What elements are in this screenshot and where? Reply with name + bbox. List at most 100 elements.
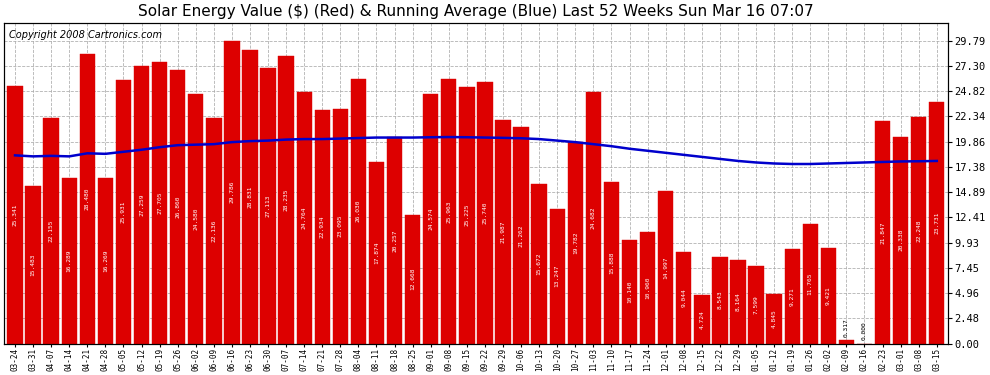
Text: 22.136: 22.136 xyxy=(211,220,217,242)
Bar xyxy=(224,40,240,344)
Text: 10.960: 10.960 xyxy=(645,276,650,299)
Text: 15.483: 15.483 xyxy=(31,254,36,276)
Text: 8.164: 8.164 xyxy=(736,292,741,311)
Text: 0.000: 0.000 xyxy=(862,322,867,340)
Text: 25.931: 25.931 xyxy=(121,200,126,223)
Text: 27.113: 27.113 xyxy=(265,194,270,217)
Text: 25.341: 25.341 xyxy=(13,203,18,226)
Bar xyxy=(911,117,927,344)
Text: 28.480: 28.480 xyxy=(85,188,90,210)
Text: 4.845: 4.845 xyxy=(771,309,776,328)
Bar xyxy=(567,142,583,344)
Bar xyxy=(333,109,348,344)
Bar xyxy=(243,50,257,344)
Text: 9.271: 9.271 xyxy=(790,287,795,306)
Text: 14.997: 14.997 xyxy=(663,256,668,279)
Bar xyxy=(748,266,763,344)
Bar xyxy=(459,87,474,344)
Text: 15.888: 15.888 xyxy=(609,252,614,274)
Bar xyxy=(586,93,601,344)
Bar xyxy=(640,232,655,344)
Title: Solar Energy Value ($) (Red) & Running Average (Blue) Last 52 Weeks Sun Mar 16 0: Solar Energy Value ($) (Red) & Running A… xyxy=(138,4,814,19)
Bar xyxy=(766,294,782,344)
Text: 16.289: 16.289 xyxy=(66,249,71,272)
Text: 21.987: 21.987 xyxy=(501,220,506,243)
Bar xyxy=(387,138,402,344)
Bar xyxy=(423,94,439,344)
Bar xyxy=(278,56,294,344)
Text: 23.095: 23.095 xyxy=(338,215,343,237)
Text: 26.860: 26.860 xyxy=(175,196,180,218)
Text: 15.672: 15.672 xyxy=(537,253,542,275)
Text: 27.259: 27.259 xyxy=(139,194,144,216)
Text: 23.731: 23.731 xyxy=(935,211,940,234)
Bar xyxy=(549,209,565,344)
Text: 19.782: 19.782 xyxy=(573,232,578,254)
Bar xyxy=(315,110,330,344)
Bar xyxy=(875,121,890,344)
Bar xyxy=(44,118,58,344)
Bar xyxy=(134,66,149,344)
Bar xyxy=(260,68,276,344)
Bar xyxy=(712,256,728,344)
Bar xyxy=(514,127,529,344)
Text: 11.765: 11.765 xyxy=(808,273,813,295)
Text: 24.574: 24.574 xyxy=(429,207,434,230)
Bar xyxy=(839,340,854,344)
Bar xyxy=(442,80,456,344)
Text: 12.668: 12.668 xyxy=(410,268,415,290)
Bar xyxy=(188,93,203,344)
Bar xyxy=(7,86,23,344)
Text: 21.262: 21.262 xyxy=(519,224,524,247)
Bar xyxy=(350,79,366,344)
Bar xyxy=(532,184,546,344)
Bar xyxy=(731,261,745,344)
Bar xyxy=(151,62,167,344)
Text: 0.317: 0.317 xyxy=(843,318,848,337)
Bar xyxy=(604,182,619,344)
Text: 27.705: 27.705 xyxy=(157,191,162,214)
Text: 17.874: 17.874 xyxy=(374,242,379,264)
Bar xyxy=(26,186,41,344)
Text: 13.247: 13.247 xyxy=(554,265,559,287)
Text: 4.724: 4.724 xyxy=(699,310,704,329)
Text: 26.030: 26.030 xyxy=(356,200,361,222)
Text: 16.269: 16.269 xyxy=(103,249,108,272)
Bar xyxy=(676,252,691,344)
Text: 9.044: 9.044 xyxy=(681,288,686,307)
Bar xyxy=(893,136,909,344)
Text: 9.421: 9.421 xyxy=(826,286,831,305)
Text: 24.764: 24.764 xyxy=(302,206,307,229)
Bar xyxy=(61,178,77,344)
Bar xyxy=(803,224,818,344)
Text: 29.786: 29.786 xyxy=(230,181,235,203)
Bar xyxy=(658,191,673,344)
Text: 25.740: 25.740 xyxy=(482,201,487,224)
Text: 10.140: 10.140 xyxy=(627,281,632,303)
Text: 21.847: 21.847 xyxy=(880,221,885,244)
Bar xyxy=(170,70,185,344)
Text: 7.599: 7.599 xyxy=(753,296,758,314)
Text: 24.682: 24.682 xyxy=(591,207,596,229)
Bar xyxy=(206,118,222,344)
Bar xyxy=(694,296,710,344)
Text: 25.225: 25.225 xyxy=(464,204,469,226)
Text: Copyright 2008 Cartronics.com: Copyright 2008 Cartronics.com xyxy=(9,30,162,39)
Text: 22.934: 22.934 xyxy=(320,216,325,238)
Bar xyxy=(477,82,493,344)
Bar xyxy=(116,80,131,344)
Bar xyxy=(79,54,95,344)
Text: 22.248: 22.248 xyxy=(916,219,922,242)
Text: 24.580: 24.580 xyxy=(193,207,198,230)
Bar xyxy=(622,240,638,344)
Bar xyxy=(369,162,384,344)
Bar xyxy=(929,102,944,344)
Text: 25.963: 25.963 xyxy=(446,200,451,223)
Bar xyxy=(784,249,800,344)
Bar xyxy=(98,178,113,344)
Text: 20.257: 20.257 xyxy=(392,229,397,252)
Bar xyxy=(405,214,421,344)
Bar xyxy=(297,92,312,344)
Text: 8.543: 8.543 xyxy=(718,291,723,309)
Text: 28.831: 28.831 xyxy=(248,186,252,208)
